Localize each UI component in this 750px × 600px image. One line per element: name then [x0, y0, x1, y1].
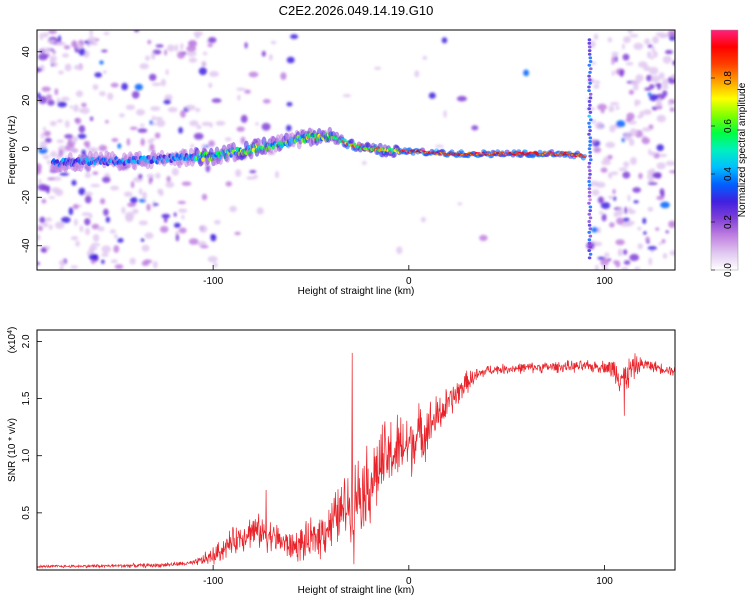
- colorbar-tick-label: 0.8: [723, 71, 734, 85]
- spectrogram-x-label: Height of straight line (km): [298, 286, 415, 297]
- snr-x-tick-label: 100: [596, 576, 613, 587]
- spectrogram-x-tick-label: -100: [203, 276, 223, 287]
- snr-background: [37, 330, 675, 570]
- snr-x-tick-label: -100: [203, 576, 223, 587]
- colorbar: 0.0 0.2 0.4 0.6 0.8 Normalized spectral ampl…: [710, 29, 748, 277]
- spectrogram-y-tick-label: 20: [21, 94, 32, 106]
- colorbar-tick-label: 0.0: [723, 263, 734, 277]
- chart-title: C2E2.2026.049.14.19.G10: [279, 3, 434, 18]
- spectrogram-y-label: Frequency (Hz): [7, 116, 18, 185]
- snr-panel: -100 0 100 0.5 1.0 1.5 2.0 Height of straight…: [7, 327, 676, 596]
- snr-x-label: Height of straight line (km): [298, 585, 415, 596]
- colorbar-ticks: 0.0 0.2 0.4 0.6 0.8: [711, 71, 734, 277]
- snr-series-line: [37, 352, 675, 569]
- snr-x-axis: -100 0 100: [203, 565, 613, 587]
- colorbar-frame: [710, 29, 739, 271]
- spectrogram-panel: -100 0 100 40 20 0 -20 -40 Height of straight …: [7, 29, 676, 297]
- spectrogram-x-axis: -100 0 100: [203, 265, 613, 287]
- snr-y-tick-label: 1.5: [21, 391, 32, 405]
- spectrogram-heatmap: [37, 30, 675, 270]
- snr-x-tick-label: 0: [406, 576, 412, 587]
- spectrogram-frame: [36, 29, 676, 271]
- colorbar-tick-label: 0.4: [723, 167, 734, 181]
- snr-y-tick-label: 0.5: [21, 505, 32, 519]
- snr-y-label: SNR (10 * v/v): [7, 418, 18, 482]
- snr-y-tick-label: 2.0: [21, 334, 32, 348]
- colorbar-tick-label: 0.6: [723, 119, 734, 133]
- spectrogram-y-tick-label: 0: [21, 146, 32, 152]
- colorbar-label: Normalized spectral amplitude: [737, 82, 748, 217]
- snr-frame: [36, 329, 676, 571]
- colorbar-tick-label: 0.2: [723, 215, 734, 229]
- snr-y-multiplier: (x104): [7, 327, 18, 354]
- spectrogram-noise-blobs: [37, 30, 675, 270]
- colorbar-gradient: [711, 30, 738, 270]
- spectrogram-y-axis: 40 20 0 -20 -40: [21, 46, 42, 253]
- spectrogram-y-tick-label: -20: [21, 190, 32, 205]
- spectrogram-y-tick-label: -40: [21, 238, 32, 253]
- spectrogram-x-tick-label: 0: [406, 276, 412, 287]
- spectrogram-y-tick-label: 40: [21, 46, 32, 58]
- spectrogram-x-tick-label: 100: [596, 276, 613, 287]
- snr-y-axis: 0.5 1.0 1.5 2.0: [21, 334, 42, 520]
- spectrogram-ridge: [50, 38, 593, 260]
- snr-y-tick-label: 1.0: [21, 448, 32, 462]
